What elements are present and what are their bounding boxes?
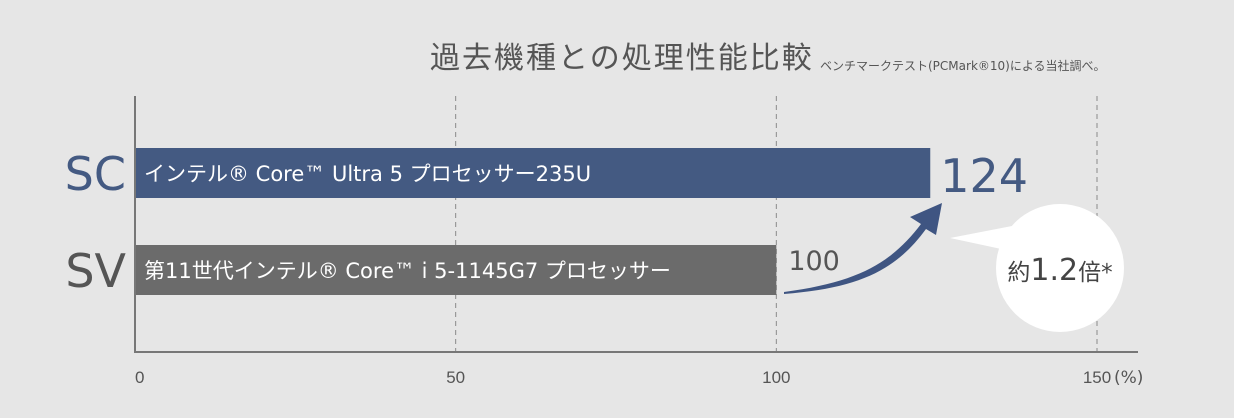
chart-note: ベンチマークテスト(PCMark®10)による当社調べ。 xyxy=(820,58,1105,73)
bar-sc xyxy=(135,148,931,198)
growth-arrow xyxy=(784,203,942,294)
x-unit-label: (%) xyxy=(1114,368,1143,388)
data-label-sv: 100 xyxy=(788,246,840,277)
x-tick-label: 150 xyxy=(1083,368,1111,387)
bar-sv xyxy=(135,245,777,295)
x-tick-label: 0 xyxy=(135,368,144,387)
x-tick-labels: 0 50 100 150 (%) xyxy=(135,368,1143,388)
annotation: 124 100 約1.2倍* xyxy=(784,149,1124,332)
bar-label-sc: インテル® Core™ Ultra 5 プロセッサー235U xyxy=(144,162,591,186)
badge-circle xyxy=(996,204,1124,332)
x-tick-label: 100 xyxy=(762,368,790,387)
grid-lines xyxy=(455,96,1098,352)
bars: インテル® Core™ Ultra 5 プロセッサー235U 第11世代インテル®… xyxy=(135,148,931,295)
category-label-sv: SV xyxy=(65,244,126,298)
category-label-sc: SC xyxy=(65,147,126,201)
badge-label: 約1.2倍* xyxy=(1007,253,1112,288)
axes xyxy=(134,96,1138,353)
bar-label-sv: 第11世代インテル® Core™ i 5-1145G7 プロセッサー xyxy=(144,259,671,283)
x-tick-label: 50 xyxy=(446,368,465,387)
chart-title: 過去機種との処理性能比較 xyxy=(430,41,814,76)
category-labels: SC SV xyxy=(65,147,127,298)
data-label-sc: 124 xyxy=(940,149,1028,203)
